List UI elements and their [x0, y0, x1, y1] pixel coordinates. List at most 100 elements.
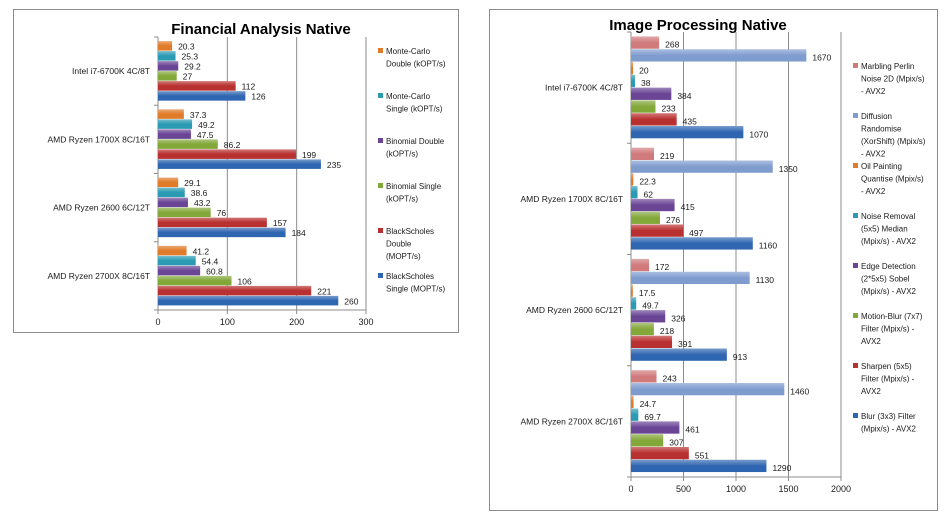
- legend-entry: Edge Detection: [861, 262, 916, 271]
- legend-entry: Filter (Mpix/s) -: [861, 325, 915, 334]
- legend-swatch: [378, 183, 383, 188]
- data-label: 326: [671, 313, 685, 323]
- data-label: 243: [663, 373, 677, 383]
- legend-entry: (MOPT/s): [386, 252, 421, 261]
- data-label: 218: [660, 326, 674, 336]
- data-label: 221: [317, 286, 331, 296]
- category-label: AMD Ryzen 2700X 8C/16T: [520, 416, 623, 426]
- bar: [631, 173, 634, 186]
- bar: [631, 147, 654, 160]
- data-label: 219: [660, 151, 674, 161]
- data-label: 37.3: [190, 110, 207, 120]
- legend-swatch: [378, 48, 383, 53]
- data-label: 69.7: [644, 412, 661, 422]
- data-label: 384: [677, 91, 691, 101]
- legend-entry: - AVX2: [861, 87, 886, 96]
- bar: [158, 51, 176, 61]
- bar: [631, 459, 767, 473]
- bar: [158, 61, 179, 71]
- data-label: 27: [183, 72, 193, 82]
- bar: [631, 297, 637, 310]
- legend-swatch: [378, 93, 383, 98]
- bar: [158, 81, 236, 91]
- financial-analysis-chart: Financial Analysis Native 0 100 200 300 Intel…: [47, 21, 445, 327]
- bar: [158, 275, 232, 286]
- data-label: 22.3: [639, 177, 656, 187]
- legend-entry: Randomise: [861, 125, 902, 134]
- legend-swatch: [853, 363, 858, 368]
- chart-title: Image Processing Native: [609, 17, 787, 34]
- bar: [631, 211, 660, 224]
- bar: [158, 149, 296, 159]
- data-label: 184: [292, 228, 306, 238]
- bar: [631, 322, 654, 336]
- data-label: 41.2: [193, 246, 210, 256]
- data-label: 551: [695, 450, 709, 460]
- bar: [158, 177, 179, 188]
- data-label: 1070: [749, 129, 768, 139]
- data-label: 1350: [779, 164, 798, 174]
- data-label: 76: [217, 208, 227, 218]
- legend-entry: (kOPT/s): [386, 195, 418, 204]
- bar: [158, 285, 312, 296]
- bar: [631, 237, 753, 250]
- data-label: 268: [665, 40, 679, 50]
- x-tick-label: 1000: [726, 484, 746, 494]
- data-label: 233: [661, 104, 675, 114]
- x-tick-label: 1500: [778, 484, 798, 494]
- bar: [631, 224, 684, 237]
- legend-entry: (5x5) Median: [861, 225, 908, 234]
- bar: [631, 271, 750, 285]
- data-label: 25.3: [182, 52, 199, 62]
- legend-swatch: [853, 413, 858, 418]
- bar: [158, 245, 187, 256]
- x-tick-label: 300: [358, 317, 373, 327]
- category-label: AMD Ryzen 1700X 8C/16T: [520, 194, 623, 204]
- x-tick-label: 0: [628, 484, 633, 494]
- data-label: 172: [655, 262, 669, 272]
- x-tick-label: 0: [155, 317, 160, 327]
- legend-swatch: [378, 228, 383, 233]
- data-label: 24.7: [640, 399, 657, 409]
- legend-entry: (Mpix/s) - AVX2: [861, 425, 917, 434]
- legend-entry: (Mpix/s) - AVX2: [861, 287, 917, 296]
- data-label: 497: [689, 228, 703, 238]
- data-label: 38: [641, 78, 651, 88]
- bar: [158, 265, 201, 276]
- bar: [158, 187, 185, 198]
- bar: [631, 408, 639, 421]
- legend-swatch: [853, 213, 858, 218]
- legend-entry: BlackScholes: [386, 272, 434, 281]
- data-label: 43.2: [194, 198, 211, 208]
- legend-entry: BlackScholes: [386, 227, 434, 236]
- bar: [631, 310, 666, 323]
- bar: [631, 335, 673, 349]
- data-label: 391: [678, 339, 692, 349]
- bar: [631, 348, 727, 361]
- bar: [631, 62, 634, 75]
- data-label: 913: [733, 352, 747, 362]
- bar: [631, 284, 633, 297]
- bar: [631, 186, 638, 199]
- data-label: 47.5: [197, 130, 214, 140]
- x-tick-label: 2000: [831, 484, 851, 494]
- bar: [631, 446, 689, 460]
- data-label: 17.5: [639, 288, 656, 298]
- data-label: 54.4: [202, 256, 219, 266]
- data-label: 29.2: [184, 62, 201, 72]
- image-processing-chart: Image Processing Native 0 500 1000 1500 2000 I…: [520, 17, 925, 494]
- data-label: 260: [344, 296, 358, 306]
- category-label: AMD Ryzen 2600 6C/12T: [53, 203, 150, 213]
- data-label: 307: [669, 437, 683, 447]
- legend-entry: AVX2: [861, 337, 881, 346]
- bar: [631, 113, 677, 126]
- bar: [631, 198, 675, 212]
- legend-entry: Noise Removal: [861, 212, 915, 221]
- bar: [631, 395, 634, 409]
- data-label: 29.1: [184, 178, 201, 188]
- legend-entry: AVX2: [861, 387, 881, 396]
- data-label: 20: [639, 65, 649, 75]
- data-label: 199: [302, 150, 316, 160]
- x-tick-label: 200: [289, 317, 304, 327]
- legend-entry: - AVX2: [861, 150, 886, 159]
